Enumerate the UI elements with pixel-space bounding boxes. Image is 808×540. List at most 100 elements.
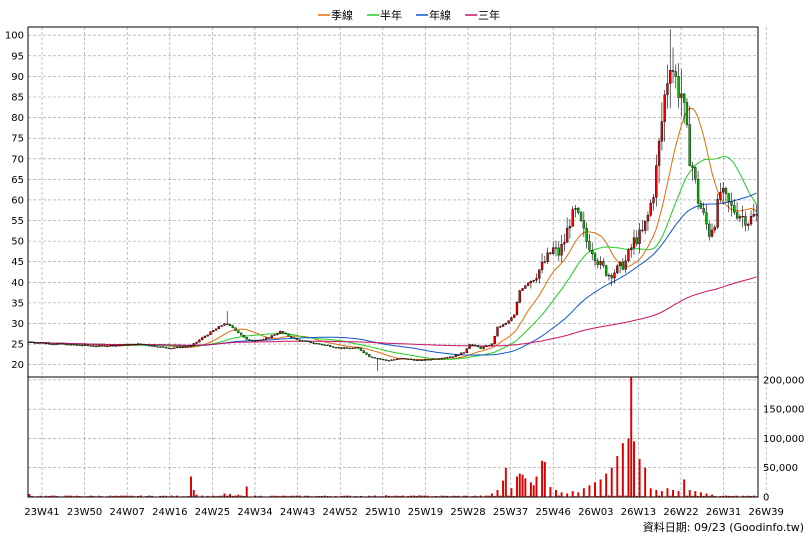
volume-bar	[527, 495, 530, 497]
candle-body	[139, 343, 143, 345]
candle	[301, 339, 304, 342]
candle-body	[287, 333, 290, 337]
candle-body	[660, 121, 664, 142]
candle	[206, 334, 209, 337]
candle	[136, 342, 140, 346]
candle	[53, 343, 56, 346]
volume-bar	[276, 495, 279, 497]
candle	[315, 342, 318, 345]
candle-body	[393, 359, 396, 361]
volume-bar	[315, 495, 318, 497]
candle-body	[95, 345, 98, 348]
candle-body	[724, 188, 728, 194]
candle-body	[476, 345, 480, 348]
volume-bar	[120, 495, 123, 497]
volume-bar	[607, 495, 610, 497]
candle	[251, 339, 254, 342]
candle	[187, 345, 190, 348]
volume-bar	[281, 495, 284, 497]
candle	[577, 206, 580, 216]
candle-body	[632, 237, 636, 249]
volume-bar	[724, 495, 727, 497]
candle-body	[616, 265, 619, 274]
candle-body	[407, 358, 410, 360]
x-tick-label: 24W34	[237, 507, 272, 518]
candle	[749, 210, 753, 227]
candle	[423, 358, 427, 362]
candle	[58, 343, 62, 345]
candle-body	[223, 323, 226, 326]
volume-bar	[510, 488, 513, 497]
candle	[674, 64, 677, 89]
candle-body	[159, 346, 162, 348]
candle-body	[752, 214, 755, 217]
candle	[607, 272, 611, 281]
candle	[365, 352, 368, 356]
volume-bar	[226, 495, 229, 497]
candle-body	[170, 347, 173, 350]
candle-body	[457, 354, 460, 356]
candle	[638, 223, 641, 254]
volume-bar	[638, 458, 641, 497]
candle-body	[109, 345, 112, 347]
volume-bar	[89, 495, 92, 497]
candle-body	[376, 357, 379, 360]
candle-body	[708, 223, 711, 237]
volume-bar	[128, 495, 131, 497]
candle	[733, 199, 736, 216]
volume-bar	[521, 474, 524, 497]
x-tick-label: 23W50	[67, 507, 102, 518]
volume-bar	[195, 494, 198, 497]
x-tick-label: 25W19	[408, 507, 443, 518]
candle-body	[92, 345, 95, 347]
candle-body	[468, 344, 471, 349]
volume-bar	[373, 495, 376, 497]
volume-bar	[359, 495, 362, 497]
candle	[546, 247, 549, 264]
candle	[153, 345, 156, 347]
volume-bar	[114, 495, 117, 497]
candle-body	[365, 352, 368, 355]
candle	[164, 346, 168, 349]
candle-body	[747, 223, 750, 226]
candle-body	[281, 331, 285, 334]
candle	[393, 359, 396, 361]
candle	[635, 230, 638, 247]
candle	[200, 336, 204, 341]
candle	[167, 347, 170, 349]
volume-bar	[577, 492, 580, 497]
candle-body	[148, 345, 151, 347]
candle-body	[543, 261, 547, 263]
candle	[287, 333, 290, 337]
candle	[36, 342, 39, 344]
volume-bar	[688, 489, 691, 497]
volume-bar	[750, 495, 753, 497]
candle	[290, 335, 293, 339]
candle-body	[373, 357, 377, 359]
volume-bar	[702, 495, 705, 497]
volume-bar	[270, 495, 273, 497]
x-tick-label: 25W46	[536, 507, 571, 518]
candle-body	[175, 346, 179, 348]
legend-item-2: 年線	[416, 8, 451, 22]
candle	[529, 280, 533, 289]
volume-bar	[75, 495, 78, 497]
candle-body	[674, 71, 677, 77]
ma-line-3	[29, 276, 757, 347]
volume-bar	[479, 495, 482, 497]
candle	[396, 358, 399, 360]
candle	[334, 346, 338, 349]
candle	[485, 344, 488, 348]
candle-body	[691, 165, 694, 168]
candle	[343, 346, 346, 350]
candle-body	[36, 342, 39, 344]
volume-bar	[109, 495, 112, 497]
candle-body	[462, 352, 466, 354]
volume-bar	[694, 491, 697, 497]
volume-bar	[560, 492, 563, 497]
candle	[50, 343, 53, 346]
volume-bar	[616, 456, 619, 497]
candle	[331, 346, 335, 348]
candle-body	[688, 124, 691, 166]
volume-bar	[504, 467, 507, 497]
